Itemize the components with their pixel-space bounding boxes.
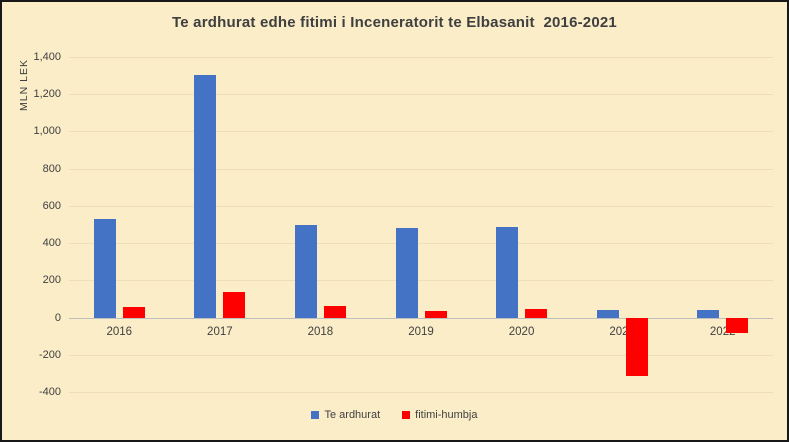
x-tick-label-2016: 2016 — [106, 325, 133, 338]
y-tick-label: -200 — [38, 348, 61, 361]
bar-te-ardhurat-2018 — [294, 224, 317, 318]
bar-te-ardhurat-2016 — [93, 218, 116, 318]
y-tick-label: 0 — [54, 311, 61, 324]
x-tick-label-2018: 2018 — [307, 325, 334, 338]
bar-fitimi-humbja-2019 — [424, 311, 447, 318]
y-tick-label: 800 — [42, 162, 61, 175]
bar-te-ardhurat-2020 — [496, 226, 519, 318]
gridline — [69, 354, 773, 356]
gridline — [69, 243, 773, 245]
legend-item-te-ardhurat: Te ardhurat — [311, 409, 380, 421]
legend-label: fitimi-humbja — [415, 409, 478, 421]
legend-swatch — [311, 411, 320, 419]
bar-fitimi-humbja-2017 — [223, 292, 246, 318]
bar-te-ardhurat-2021 — [596, 310, 619, 318]
x-tick-label-2020: 2020 — [508, 325, 535, 338]
y-tick-label: 1,000 — [33, 125, 61, 138]
y-tick-label: 1,400 — [33, 51, 61, 63]
x-tick-label-2017: 2017 — [207, 325, 233, 338]
bar-fitimi-humbja-2018 — [323, 306, 346, 318]
chart-title: Te ardhurat edhe fitimi i Inceneratorit … — [172, 14, 617, 31]
legend-swatch — [402, 411, 411, 419]
bar-te-ardhurat-2022 — [697, 309, 720, 318]
zero-axis-line — [69, 317, 773, 319]
y-tick-label: 200 — [42, 274, 61, 287]
y-axis-title: MLN LEK — [18, 59, 30, 111]
y-tick-label: 600 — [42, 199, 61, 212]
y-tick-label: 400 — [42, 237, 61, 250]
gridline — [69, 280, 773, 282]
y-tick-label: -400 — [38, 386, 61, 398]
bar-te-ardhurat-2017 — [194, 74, 217, 318]
gridline — [69, 392, 773, 393]
x-tick-label-2019: 2019 — [408, 325, 434, 338]
legend-label: Te ardhurat — [324, 409, 381, 421]
y-tick-label: 1,200 — [33, 88, 61, 101]
gridline — [69, 205, 773, 207]
bar-fitimi-humbja-2020 — [525, 308, 548, 318]
bar-te-ardhurat-2019 — [395, 228, 418, 318]
plot-area: -400 -200 0 200 400 600 800 1,000 1,200 1,400 2016… — [33, 51, 773, 398]
bar-fitimi-humbja-2022 — [726, 317, 749, 334]
gridline — [69, 168, 773, 170]
gridline — [69, 131, 773, 133]
gridline — [69, 94, 773, 96]
legend-item-fitimi-humbja: fitimi-humbja — [402, 409, 478, 421]
gridline — [69, 57, 773, 58]
legend: Te ardhurat fitimi-humbja — [2, 409, 787, 421]
bar-fitimi-humbja-2016 — [122, 307, 145, 318]
bar-fitimi-humbja-2021 — [625, 317, 648, 377]
